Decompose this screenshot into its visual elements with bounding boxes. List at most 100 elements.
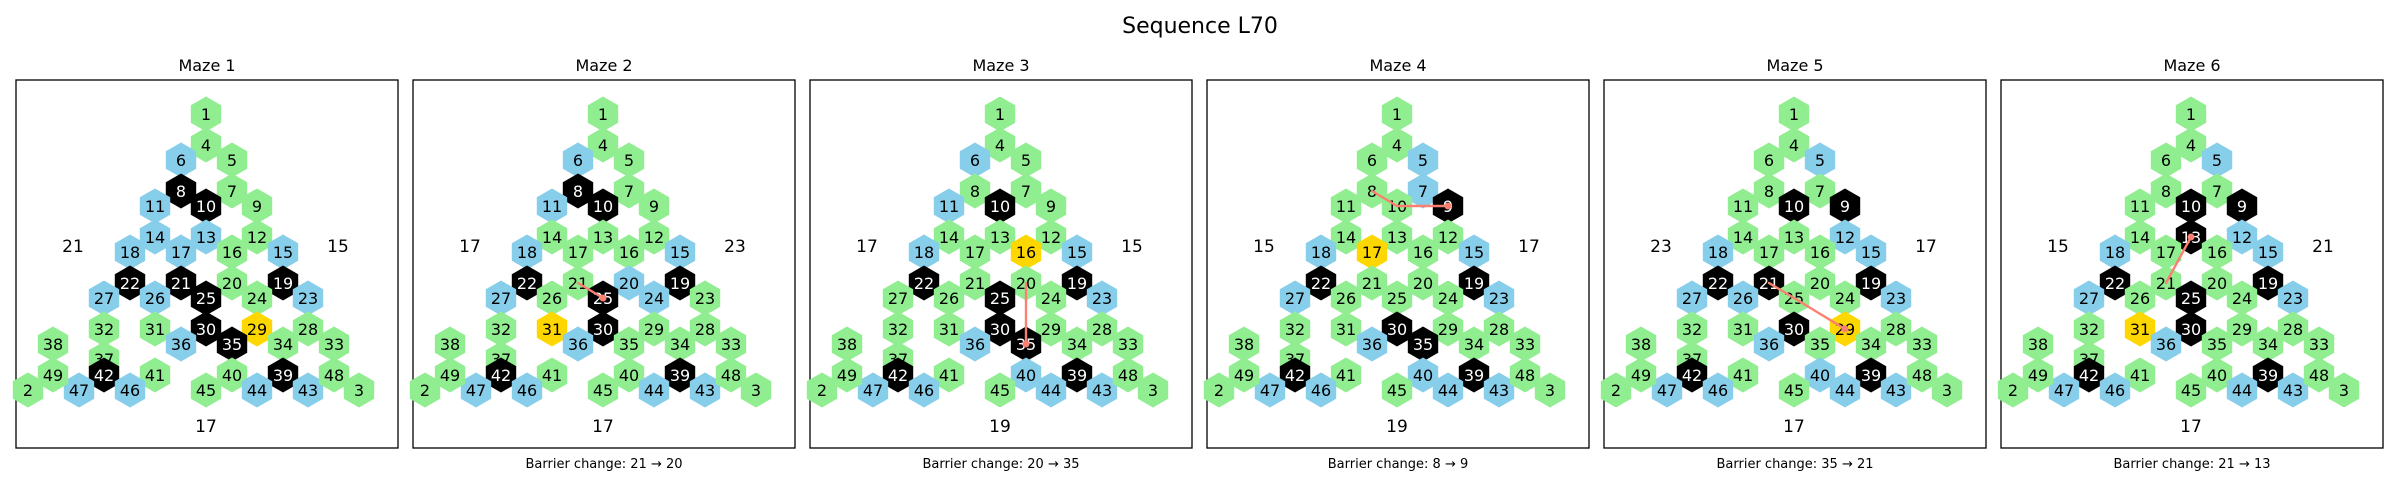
hex-cell-black [2226,188,2258,224]
hex-cell-number: 35 [1413,335,1433,354]
hex-cell-green [2277,311,2309,347]
hex-cell-blue [2226,219,2258,255]
hex-cell-number: 40 [2207,366,2227,385]
hex-cell-blue [292,372,324,408]
hex-cell-number: 43 [298,381,318,400]
hex-cell-number: 44 [2232,381,2252,400]
hex-cell-number: 6 [176,151,186,170]
barrier-change-caption: Barrier change: 21 → 13 [2113,457,2270,472]
hex-cell-blue [460,372,492,408]
hex-cell-blue [689,372,721,408]
hex-cell-green [434,326,466,362]
hex-cell-number: 31 [1733,320,1753,339]
hex-cell-blue [1305,234,1337,270]
hex-cell-number: 41 [145,366,165,385]
hex-cell-black [908,265,940,301]
hex-cell-number: 6 [2161,151,2171,170]
hex-cell-green [12,372,44,408]
hex-cell-number: 38 [1631,335,1651,354]
hex-cell-number: 7 [2212,182,2222,201]
maze-frame [2000,79,2384,449]
hex-cell-black [664,265,696,301]
maze-frame [1206,79,1590,449]
hex-cell-green [1330,188,1362,224]
hex-cell-green [1804,326,1836,362]
hex-cell-number: 40 [1413,366,1433,385]
hex-cell-black [664,357,696,393]
hex-cell-green [984,219,1016,255]
hex-cell-green [1432,219,1464,255]
side-label-left: 21 [62,237,84,257]
hex-cell-green [984,127,1016,163]
hex-cell-number: 26 [1336,289,1356,308]
hex-cell-green [1753,173,1785,209]
hex-cell-green [216,142,248,178]
hex-cell-number: 22 [914,274,934,293]
barrier-path-endpoint [2187,233,2195,241]
hex-cell-blue [114,372,146,408]
hex-cell-number: 2 [1214,381,1224,400]
hex-cell-number: 36 [171,335,191,354]
hex-cell-number: 10 [2181,197,2201,216]
hex-cell-number: 17 [171,243,191,262]
hex-cell-number: 21 [965,274,985,293]
side-label-bottom: 19 [1386,417,1408,437]
hex-cell-number: 28 [1092,320,1112,339]
hex-cell-black [2252,265,2284,301]
side-label-bottom: 17 [592,417,614,437]
hex-cell-number: 12 [2232,228,2252,247]
hex-cell-number: 35 [2207,335,2227,354]
hex-cell-green [318,357,350,393]
hex-cell-black [88,357,120,393]
hex-cell-green [2124,280,2156,316]
hex-cell-number: 26 [542,289,562,308]
hex-cell-number: 47 [2054,381,2074,400]
hex-cell-number: 29 [644,320,664,339]
hex-cell-number: 35 [1810,335,1830,354]
hex-cell-green [2226,280,2258,316]
hex-cell-number: 32 [1682,320,1702,339]
hex-cell-green [241,219,273,255]
hex-cell-number: 14 [542,228,562,247]
hex-cell-black [1279,357,1311,393]
hex-cell-number: 27 [491,289,511,308]
hex-cell-green [613,357,645,393]
hex-cell-blue [959,142,991,178]
hex-cell-blue [1702,372,1734,408]
hex-cell-number: 14 [2130,228,2150,247]
hex-cell-number: 3 [1545,381,1555,400]
hex-cell-number: 14 [939,228,959,247]
hex-cell-number: 49 [1234,366,1254,385]
hex-cell-blue [1702,234,1734,270]
hex-cell-number: 27 [1682,289,1702,308]
maze-frame [412,79,796,449]
hex-cell-number: 40 [222,366,242,385]
hex-cell-blue [1753,326,1785,362]
hex-cell-green [190,127,222,163]
hex-cell-number: 30 [990,320,1010,339]
hex-cell-green [933,219,965,255]
side-label-left: 15 [2047,237,2069,257]
hex-cell-number: 5 [1418,151,1428,170]
hex-cell-green [1279,311,1311,347]
hex-cell-green [1753,142,1785,178]
hex-cell-number: 30 [1784,320,1804,339]
hex-cell-number: 46 [2105,381,2125,400]
hex-cell-black [485,357,517,393]
hex-cell-blue [63,372,95,408]
hex-cell-green [1035,311,1067,347]
hex-cell-number: 39 [273,366,293,385]
hex-cell-number: 1 [1789,105,1799,124]
hex-cell-blue [165,326,197,362]
hex-cell-number: 30 [196,320,216,339]
hex-cell-blue [1880,372,1912,408]
hex-cell-number: 9 [649,197,659,216]
hex-cell-number: 2 [1611,381,1621,400]
hex-cell-number: 44 [1438,381,1458,400]
hex-cell-green [2303,357,2335,393]
hex-cell-black [1407,326,1439,362]
hex-cell-number: 9 [1840,197,1850,216]
hex-cell-number: 16 [222,243,242,262]
hex-cell-number: 23 [2283,289,2303,308]
